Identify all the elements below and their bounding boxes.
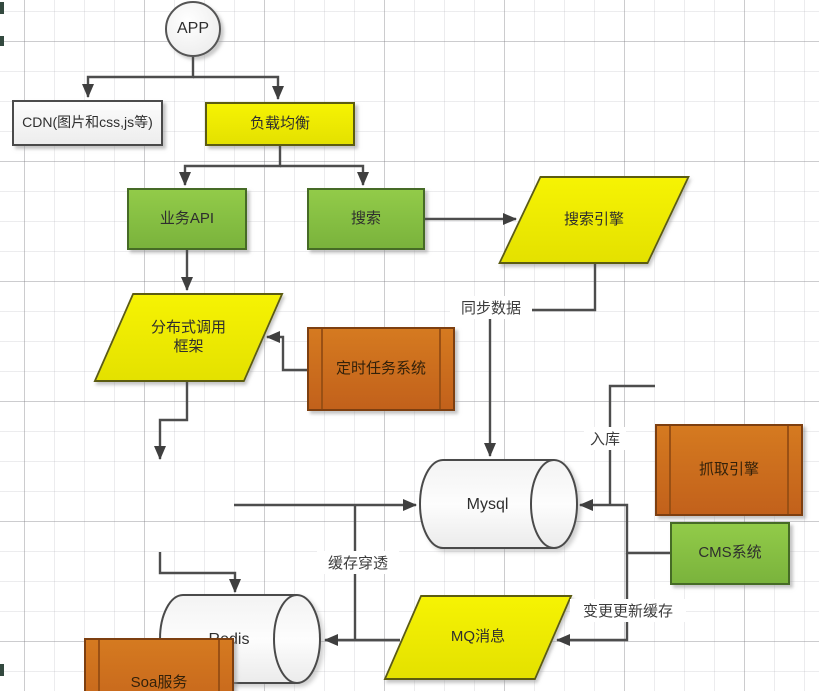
node-mysql-label: Mysql xyxy=(466,496,509,513)
node-load-balancer-label: 负载均衡 xyxy=(249,114,310,132)
edge-label-into-db[interactable]: 入库 xyxy=(584,427,626,450)
connector-app-to-load-balancer xyxy=(193,75,284,100)
node-soa-service-label: Soa服务 xyxy=(130,673,188,691)
node-crawler-engine-label: 抓取引擎 xyxy=(698,460,759,478)
connector-search-engine-to-mysql xyxy=(484,264,597,457)
connector-framework-to-soa xyxy=(154,382,189,460)
mysql-cylinder-shape xyxy=(419,459,578,549)
connector-lb-to-business-api xyxy=(179,146,282,186)
node-distributed-framework[interactable]: 分布式调用框架 xyxy=(93,293,284,382)
node-app-label: APP xyxy=(176,20,209,37)
node-cms-system-label: CMS系统 xyxy=(698,544,762,562)
node-search-engine-label: 搜索引擎 xyxy=(563,210,624,228)
node-load-balancer[interactable]: 负载均衡 xyxy=(205,102,355,146)
node-app[interactable]: APP xyxy=(165,1,221,57)
edge-label-sync-data[interactable]: 同步数据 xyxy=(450,296,532,319)
edge-label-change-update-cache[interactable]: 变更更新缓存 xyxy=(570,599,686,622)
node-scheduled-task-system-label: 定时任务系统 xyxy=(335,359,426,377)
node-business-api-label: 业务API xyxy=(159,209,215,227)
node-search-label: 搜索 xyxy=(350,209,381,227)
edge-mark xyxy=(0,36,4,46)
node-cdn-label: CDN(图片和css,js等) xyxy=(22,114,153,131)
node-search[interactable]: 搜索 xyxy=(307,188,425,250)
edge-mark xyxy=(0,664,4,676)
node-mq-message[interactable]: MQ消息 xyxy=(383,595,573,680)
connector-lb-to-search xyxy=(280,164,369,186)
connector-scheduler-to-framework xyxy=(266,331,307,372)
node-cms-system[interactable]: CMS系统 xyxy=(670,522,790,585)
connector-app-to-cdn xyxy=(82,57,195,98)
edge-label-cache-penetration[interactable]: 缓存穿透 xyxy=(317,551,399,574)
node-mq-message-label: MQ消息 xyxy=(450,628,506,646)
node-scheduled-task-system[interactable]: 定时任务系统 xyxy=(307,327,455,411)
node-business-api[interactable]: 业务API xyxy=(127,188,247,250)
node-cdn[interactable]: CDN(图片和css,js等) xyxy=(12,100,163,146)
node-distributed-framework-label: 分布式调用框架 xyxy=(150,318,226,355)
edge-mark xyxy=(0,2,4,14)
node-soa-service[interactable]: Soa服务 xyxy=(84,638,234,691)
connector-soa-to-redis xyxy=(158,552,241,593)
node-mysql[interactable]: Mysql xyxy=(419,459,578,551)
node-crawler-engine[interactable]: 抓取引擎 xyxy=(655,424,803,516)
node-search-engine[interactable]: 搜索引擎 xyxy=(498,176,690,264)
